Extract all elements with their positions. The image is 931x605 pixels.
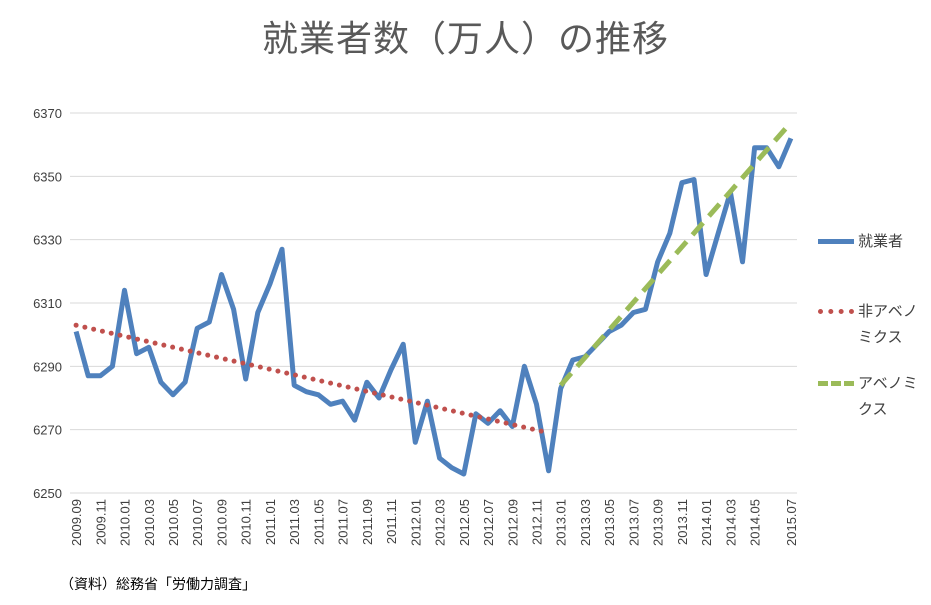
x-tick-label: 2011.01 [263, 499, 278, 545]
legend-item-pre-trend: 非アベノ ミクス [818, 298, 918, 350]
x-tick-label: 2010.05 [166, 499, 181, 546]
x-tick-label: 2012.03 [433, 499, 448, 546]
y-tick-label: 6270 [33, 423, 62, 438]
x-tick-label: 2009.09 [69, 499, 84, 546]
chart-title: 就業者数（万人）の推移 [261, 19, 669, 60]
x-tick-label: 2010.03 [142, 499, 157, 546]
x-tick-label: 2010.11 [239, 499, 254, 545]
y-tick-label: 6330 [33, 233, 62, 248]
x-tick-label: 2010.01 [118, 499, 133, 546]
x-tick-label: 2011.03 [287, 499, 302, 545]
source-note: （資料）総務省「労働力調査」 [60, 577, 256, 593]
x-tick-label: 2012.09 [505, 499, 520, 546]
x-tick-label: 2013.05 [602, 499, 617, 546]
x-tick-label: 2011.11 [384, 499, 399, 544]
legend-swatch-dashed [818, 381, 854, 386]
x-tick-label: 2012.01 [408, 499, 423, 546]
x-tick-label: 2012.07 [481, 499, 496, 546]
x-tick-label: 2014.05 [748, 499, 763, 546]
legend-label: 就業者 [858, 232, 904, 250]
x-tick-label: 2013.11 [675, 499, 690, 545]
x-tick-label: 2010.07 [190, 499, 205, 546]
legend-swatch-dotted [818, 309, 854, 314]
x-tick-label: 2011.07 [336, 499, 351, 545]
series-line-post-trend [558, 120, 793, 387]
x-tick-label: 2012.05 [457, 499, 472, 546]
x-tick-label: 2010.09 [214, 499, 229, 546]
series-lines [73, 120, 794, 477]
legend-item-actual: 就業者 [818, 228, 903, 254]
x-axis-labels: 2009.09 2009.11 2010.01 2010.03 2010.05 2010.… [69, 499, 799, 546]
x-tick-label: 2012.11 [529, 499, 544, 545]
legend-label-cont: ミクス [858, 328, 903, 346]
y-tick-label: 6370 [33, 106, 62, 121]
x-tick-label: 2013.07 [626, 499, 641, 546]
legend-label: アベノミ [858, 374, 918, 392]
x-tick-label: 2014.01 [699, 499, 714, 546]
legend-label: 非アベノ [858, 302, 918, 320]
series-line-actual [73, 137, 794, 477]
x-tick-label: 2013.03 [578, 499, 593, 546]
legend-item-post-trend: アベノミ クス [818, 370, 918, 422]
y-axis-labels: 6250 6270 6290 6310 6330 6350 6370 [33, 106, 62, 501]
y-tick-label: 6290 [33, 359, 62, 374]
x-tick-label: 2015.07 [784, 499, 799, 546]
legend-swatch-solid [818, 239, 854, 244]
x-tick-label: 2014.03 [723, 499, 738, 546]
legend-label-cont: クス [858, 400, 888, 418]
x-tick-label: 2011.05 [311, 499, 326, 545]
x-tick-label: 2013.09 [651, 499, 666, 546]
y-tick-label: 6350 [33, 169, 62, 184]
y-tick-label: 6310 [33, 296, 62, 311]
x-tick-label: 2013.01 [554, 499, 569, 546]
x-tick-label: 2011.09 [360, 499, 375, 545]
x-tick-label: 2009.11 [93, 499, 108, 545]
y-tick-label: 6250 [33, 486, 62, 501]
series-line-pre-trend [73, 322, 552, 436]
